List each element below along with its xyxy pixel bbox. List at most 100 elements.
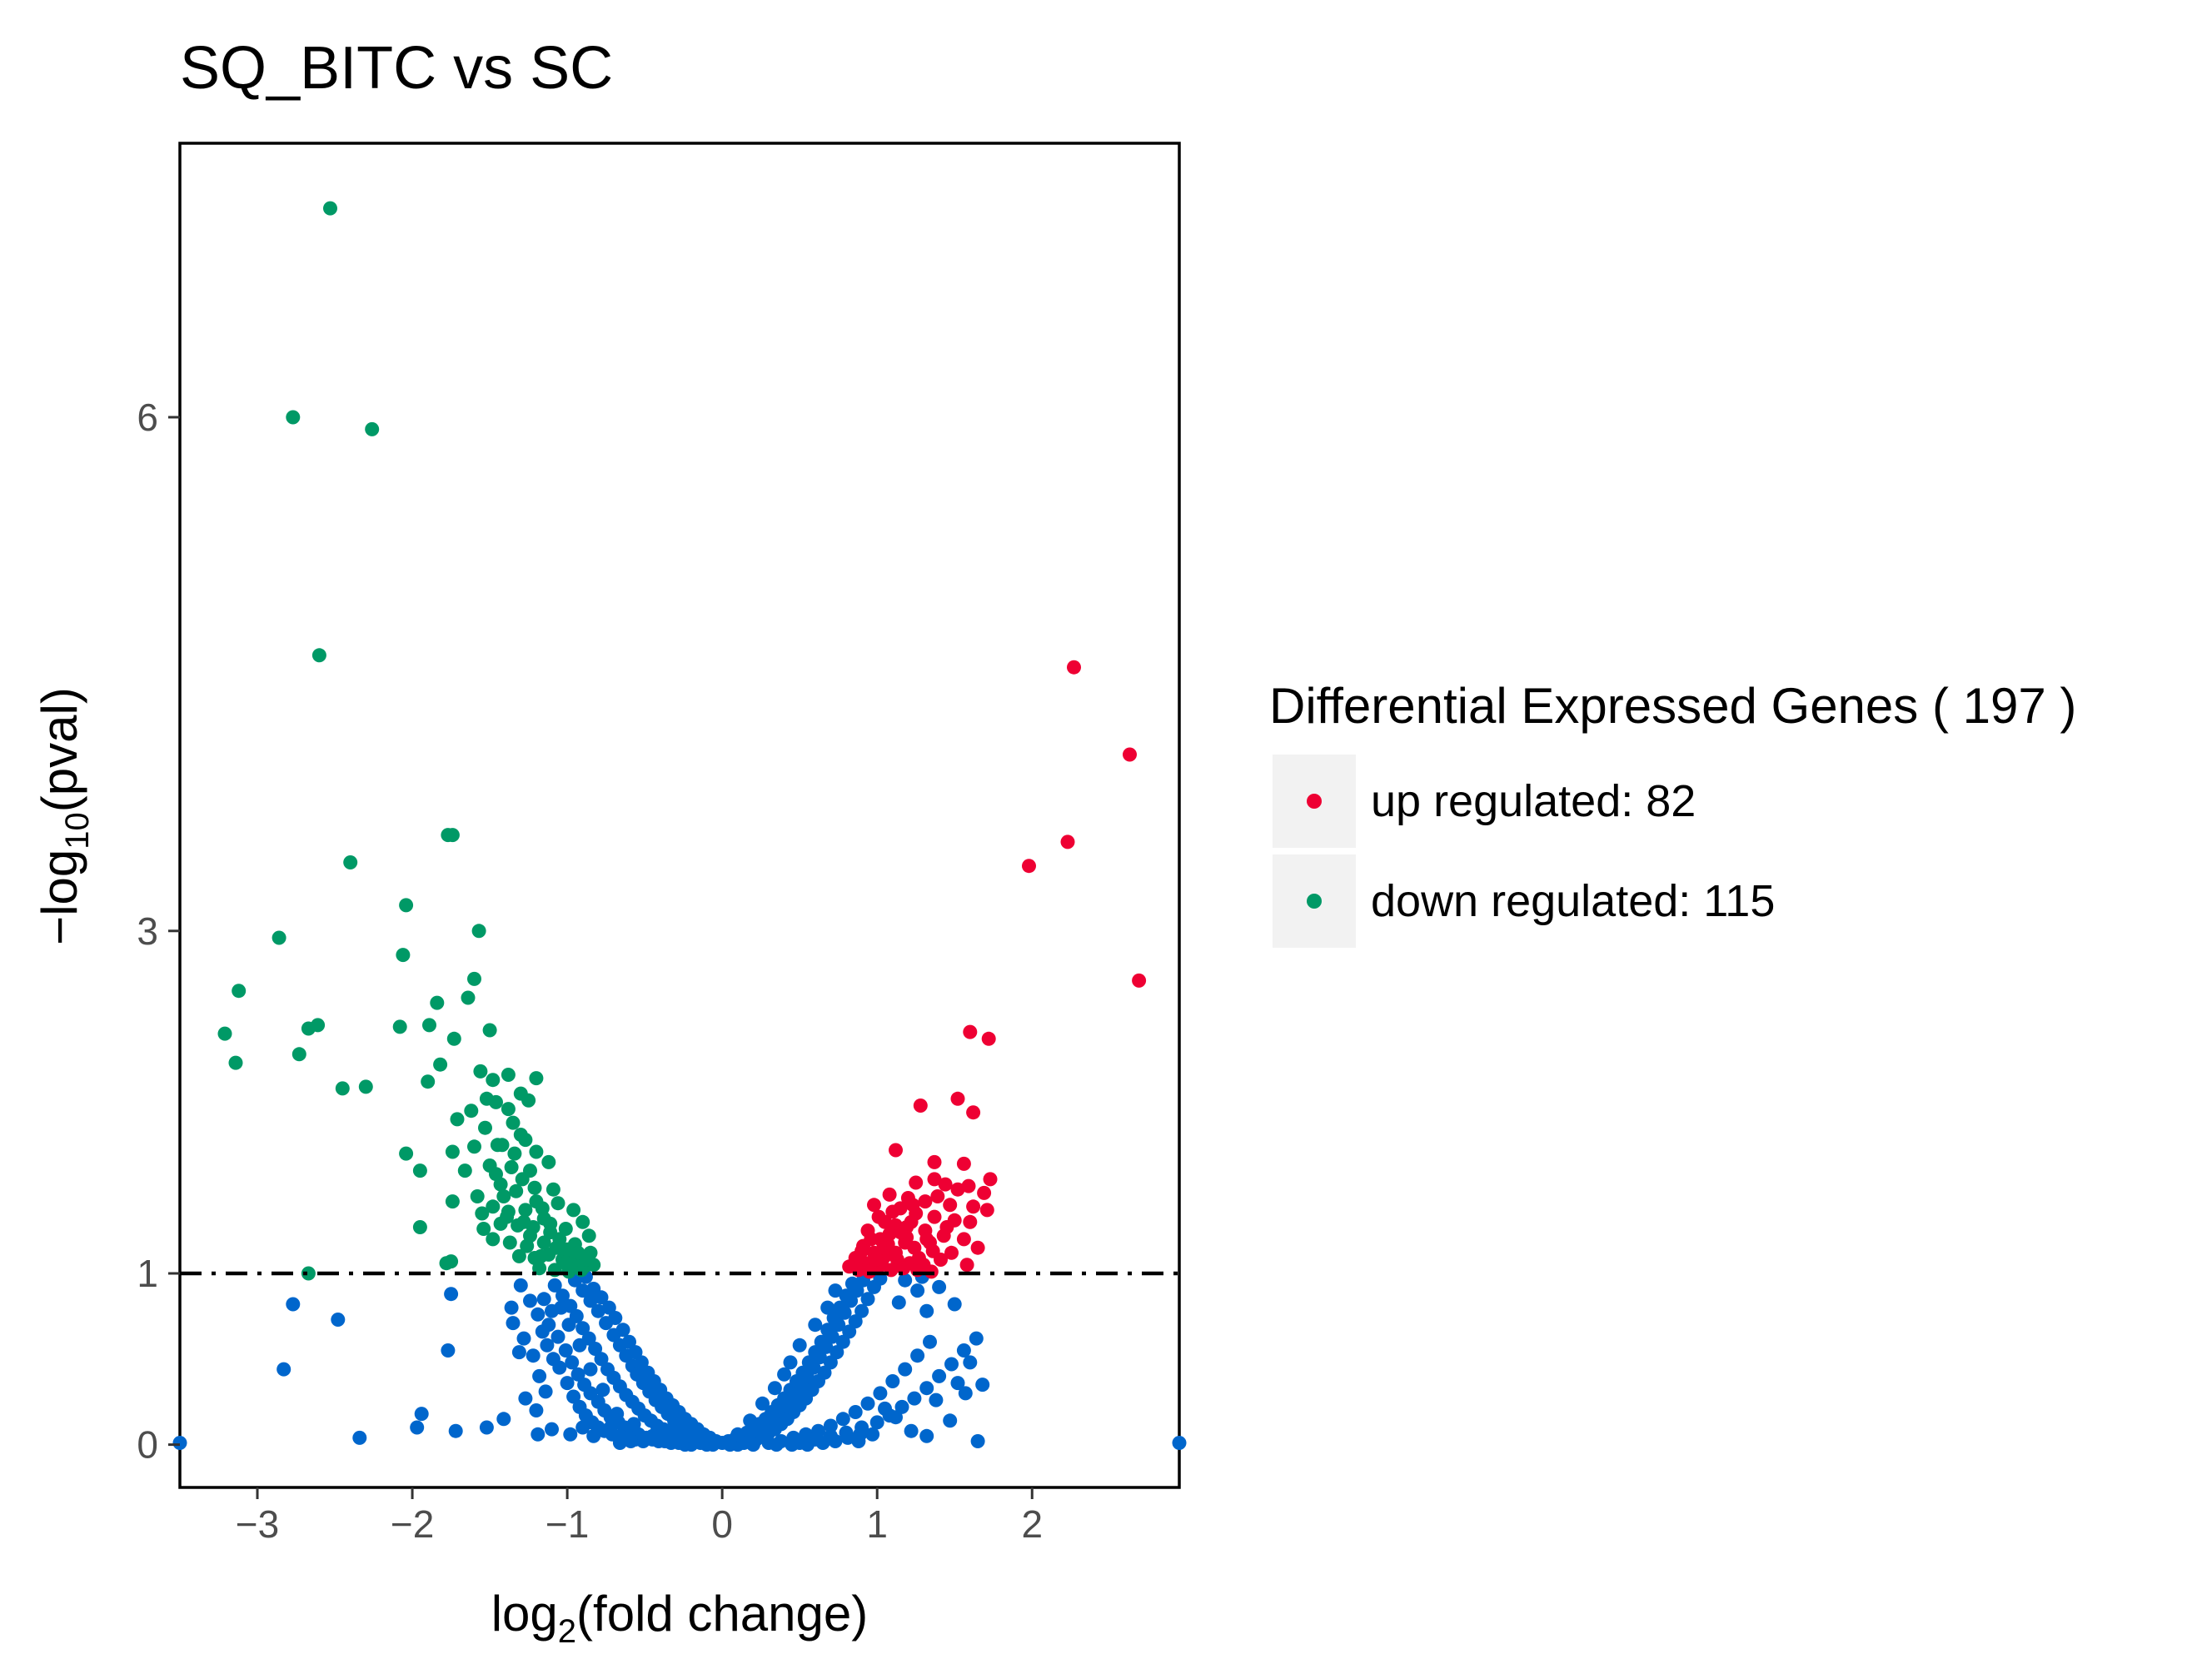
not-significant-point [561,1318,576,1333]
up-regulated-point [911,1251,926,1265]
up-regulated-point [983,1172,998,1187]
not-significant-point [830,1345,844,1360]
not-significant-point [601,1300,616,1315]
y-label-subscript: 10 [59,812,96,849]
down-regulated-point [516,1214,531,1229]
up-regulated-point [939,1220,954,1234]
not-significant-point [575,1321,590,1336]
down-regulated-point [541,1154,556,1169]
down-regulated-point [529,1194,544,1209]
x-axis-label: log2(fold change) [491,1586,869,1650]
down-regulated-point [396,948,411,963]
legend-dot-up [1307,794,1322,809]
not-significant-point [963,1355,978,1370]
not-significant-point [820,1300,835,1315]
down-regulated-point [546,1182,560,1197]
down-regulated-point [560,1242,575,1257]
down-regulated-point [445,1194,460,1209]
down-regulated-point [228,1055,243,1070]
down-regulated-point [457,1163,472,1178]
not-significant-point [444,1287,459,1302]
down-regulated-point [467,971,481,986]
down-regulated-point [358,1079,373,1094]
down-regulated-point [529,1071,544,1086]
not-significant-point [286,1297,301,1312]
not-significant-point [825,1329,839,1344]
down-regulated-point [496,1189,511,1203]
up-regulated-point [934,1253,948,1267]
down-regulated-point [412,1163,427,1178]
down-regulated-point [489,1167,503,1182]
not-significant-point [907,1391,922,1406]
not-significant-point [566,1389,581,1404]
not-significant-point [352,1430,367,1445]
down-regulated-point [422,1018,436,1033]
not-significant-point [956,1343,971,1358]
up-regulated-point [889,1143,903,1158]
not-significant-point [792,1338,807,1353]
down-regulated-point [476,1222,491,1236]
not-significant-point [970,1434,985,1448]
down-regulated-point [412,1220,427,1234]
down-regulated-point [286,410,301,425]
y-axis-label: −log10(pval) [32,687,96,945]
not-significant-point [898,1362,913,1377]
not-significant-point [885,1374,900,1388]
up-regulated-point [927,1209,942,1224]
not-significant-point [570,1367,585,1382]
not-significant-point [889,1410,903,1425]
not-significant-point [645,1428,660,1443]
not-significant-point [730,1427,745,1442]
not-significant-point [558,1343,573,1358]
not-significant-point [516,1331,531,1346]
not-significant-point [944,1357,959,1372]
not-significant-point [583,1293,598,1308]
not-significant-point [800,1437,815,1452]
up-regulated-point [876,1240,891,1255]
down-regulated-point [536,1211,551,1226]
y-axis: 0 1 3 6 [137,396,180,1467]
down-regulated-point [500,1209,515,1224]
not-significant-point [745,1437,760,1452]
up-regulated-point [882,1187,897,1202]
up-regulated-point [1067,660,1081,675]
up-regulated-point [963,1024,978,1039]
not-significant-point [623,1434,638,1448]
legend-entries: up regulated: 82 down regulated: 115 [1273,755,1775,948]
not-significant-point [854,1303,869,1318]
up-regulated-point [961,1178,976,1193]
up-regulated-point [959,1258,974,1273]
not-significant-point [531,1307,546,1322]
not-significant-point [898,1273,913,1288]
not-significant-point [615,1323,630,1338]
not-significant-point [504,1300,519,1315]
not-significant-point [575,1283,590,1298]
down-regulated-point [486,1199,501,1214]
not-significant-point [513,1278,528,1293]
down-regulated-point [365,421,380,436]
x-label-rest: (fold change) [576,1586,868,1642]
not-significant-point [536,1292,551,1307]
y-tick-label: 6 [137,396,158,439]
down-regulated-point [399,898,414,913]
not-significant-point [777,1367,792,1382]
x-axis: −3 −2 −1 0 1 2 [236,1487,1043,1546]
up-regulated-point [896,1261,911,1276]
down-regulated-point [478,1120,492,1135]
up-regulated-point [970,1240,985,1255]
not-significant-point [842,1324,857,1339]
down-regulated-point [575,1214,590,1229]
down-regulated-point [511,1248,526,1263]
x-tick-label: −1 [546,1502,589,1546]
up-regulated-point [871,1209,886,1224]
down-regulated-point [515,1172,530,1187]
legend: Differential Expressed Genes ( 197 ) up … [1269,678,2076,948]
up-regulated-point [893,1225,908,1240]
not-significant-point [853,1427,868,1442]
not-significant-point [958,1386,973,1401]
not-significant-point [523,1293,537,1308]
down-regulated-point [301,1021,316,1036]
not-significant-point [628,1345,643,1360]
not-significant-point [535,1324,550,1339]
